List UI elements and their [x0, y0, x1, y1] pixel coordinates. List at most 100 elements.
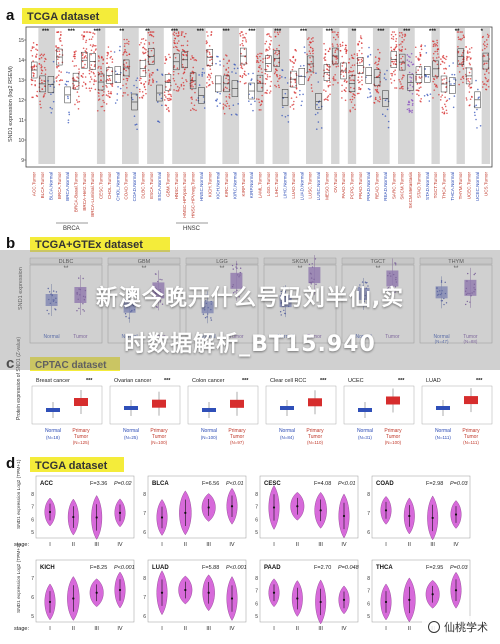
b-dot — [47, 287, 49, 290]
a-sample-dot — [470, 57, 472, 59]
d-violin-median — [319, 509, 322, 512]
a-sample-dot — [258, 101, 261, 104]
a-sample-dot — [249, 83, 251, 85]
a-sample-dot — [150, 49, 153, 52]
a-sample-dot — [35, 53, 38, 56]
a-sample-dot — [176, 48, 179, 51]
b-dot — [78, 288, 80, 290]
panel-c-subplots: Breast cancer ***Normal(N=18)PrimaryTumor… — [31, 378, 493, 445]
a-x-label: UCEC.Normal — [475, 172, 480, 201]
a-sample-dot — [180, 31, 183, 33]
a-sample-dot — [450, 83, 452, 85]
a-sample-dot — [175, 45, 177, 48]
a-sample-dot — [133, 115, 136, 117]
a-sample-dot — [60, 71, 62, 73]
d-stage-label: stage: — [14, 542, 29, 548]
a-sample-dot — [374, 88, 377, 91]
a-x-label: KICH.Tumor — [207, 172, 212, 198]
a-sample-dot — [134, 124, 137, 126]
a-sample-dot — [345, 52, 348, 55]
a-sample-dot — [56, 55, 59, 57]
a-sample-dot — [358, 86, 360, 89]
b-dot — [159, 301, 161, 303]
b-title-strip — [341, 257, 415, 265]
d-tick-label: 8 — [143, 492, 146, 498]
b-tumor-box — [308, 267, 321, 284]
a-sample-dot — [126, 38, 128, 41]
d-title: PAAD — [264, 565, 281, 571]
a-star: *** — [197, 29, 205, 35]
a-sample-dot — [404, 35, 406, 38]
d-violin-median — [454, 513, 458, 516]
a-sample-dot — [191, 76, 194, 79]
b-dot — [359, 284, 361, 286]
a-sample-dot — [415, 56, 417, 58]
a-sample-dot — [466, 57, 468, 60]
a-sample-dot — [56, 76, 58, 78]
a-sample-dot — [435, 84, 438, 87]
a-sample-dot — [342, 75, 345, 77]
d-stage-tick: III — [206, 542, 211, 548]
a-sample-dot — [205, 86, 208, 88]
b-cat-tumor: Tumor — [307, 334, 322, 340]
c-normal-box — [46, 408, 60, 412]
a-sample-dot — [323, 42, 325, 45]
d-violin-median — [342, 514, 346, 518]
a-sample-dot — [93, 33, 96, 35]
a-sample-dot — [348, 70, 351, 72]
a-x-label: KIRC.Tumor — [224, 172, 229, 198]
a-sample-dot — [309, 52, 312, 55]
c-cat-primary: Primary — [150, 428, 168, 434]
a-sample-dot — [261, 94, 263, 97]
a-sample-dot — [33, 46, 35, 49]
a-sample-dot — [82, 38, 85, 40]
a-sample-dot — [178, 50, 180, 52]
a-sample-dot — [126, 54, 128, 57]
d-pval: P=0.048 — [338, 565, 360, 571]
a-sample-dot — [49, 85, 52, 87]
a-sample-dot — [260, 52, 263, 55]
a-sample-dot — [208, 78, 211, 81]
c-n-tumor: (N=110) — [307, 440, 324, 445]
a-sample-dot — [290, 97, 293, 99]
a-sample-dot — [43, 60, 46, 63]
d-tick-label: 5 — [255, 614, 258, 620]
a-sample-dot — [486, 33, 489, 36]
a-sample-dot — [142, 69, 145, 72]
b-dot — [389, 286, 392, 288]
a-sample-dot — [423, 94, 426, 97]
a-star: *** — [223, 29, 231, 35]
b-title-strip — [107, 257, 181, 265]
a-sample-dot — [295, 96, 298, 98]
a-sample-dot — [393, 48, 395, 51]
a-sample-dot — [332, 83, 334, 86]
a-x-label: LUSC.Tumor — [308, 172, 313, 199]
watermark-badge: 仙桃学术 — [422, 616, 494, 638]
a-sample-dot — [123, 68, 125, 70]
a-sample-dot — [44, 92, 46, 95]
a-sample-dot — [115, 81, 117, 83]
a-sample-dot — [138, 43, 141, 46]
a-sample-dot — [164, 62, 166, 65]
a-sample-dot — [94, 75, 96, 77]
a-sample-dot — [182, 53, 184, 56]
a-sample-dot — [485, 70, 488, 73]
a-sample-dot — [210, 31, 213, 33]
a-sample-dot — [309, 69, 311, 71]
a-sample-dot — [32, 66, 35, 68]
b-dot — [311, 263, 313, 265]
a-sample-dot — [361, 79, 363, 82]
a-sample-dot — [150, 74, 153, 76]
a-sample-dot — [385, 78, 387, 81]
a-sample-dot — [360, 58, 363, 61]
a-sample-dot — [233, 67, 236, 70]
a-sample-dot — [107, 53, 109, 55]
b-dot — [436, 290, 439, 293]
a-star: *** — [248, 29, 256, 35]
a-sample-dot — [392, 38, 395, 40]
a-sample-dot — [276, 75, 279, 78]
a-sample-dot — [170, 94, 172, 96]
a-group-stripe — [272, 28, 290, 164]
a-sample-dot — [77, 108, 80, 110]
c-cat-tumor: Tumor — [308, 434, 323, 440]
